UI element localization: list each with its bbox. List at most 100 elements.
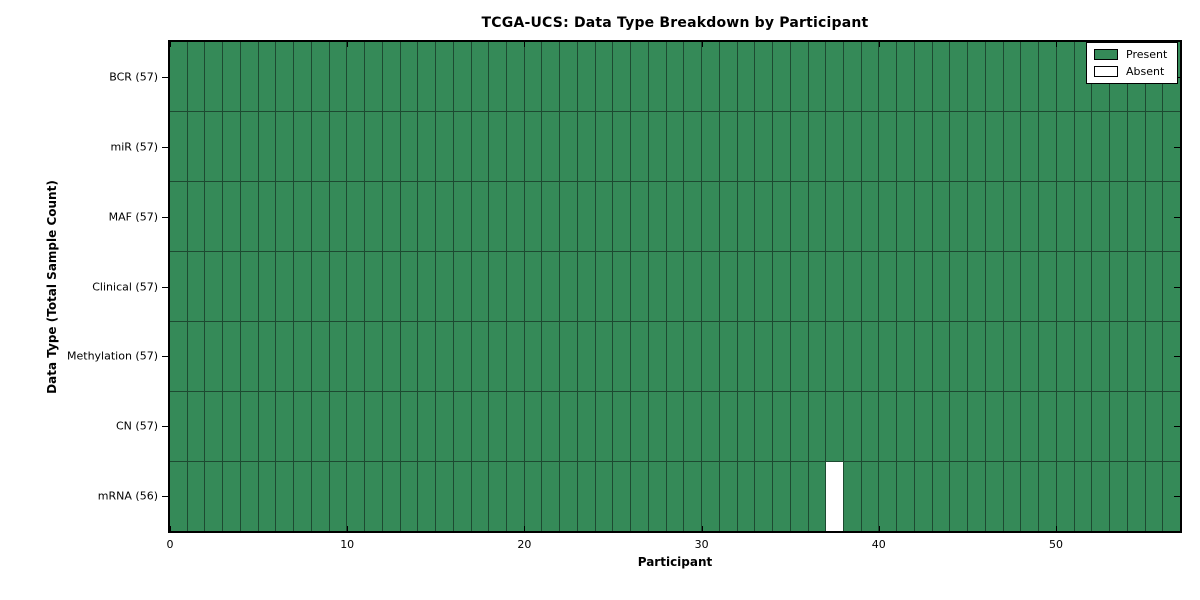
cell-present (223, 392, 240, 461)
y-tick-mark (162, 496, 168, 498)
cell-present (790, 182, 808, 251)
cell-present (613, 252, 631, 321)
cell-present (595, 392, 613, 461)
cell-present (613, 392, 631, 461)
x-tick-mark (170, 42, 171, 47)
cell-present (666, 392, 684, 461)
cell-present (1039, 182, 1056, 251)
cell-present (489, 42, 506, 111)
cell-present (790, 112, 808, 181)
cell-present (170, 42, 187, 111)
cell-present (170, 252, 187, 321)
cell-present (985, 182, 1003, 251)
x-tick-mark (878, 526, 880, 531)
cell-present (1003, 462, 1021, 531)
cell-present (577, 182, 595, 251)
cell-present (631, 392, 648, 461)
y-tick-label: miR (57) (110, 140, 159, 154)
cell-present (365, 392, 382, 461)
cell-present (773, 112, 790, 181)
cell-present (294, 392, 311, 461)
cell-present (240, 112, 258, 181)
cell-present (240, 252, 258, 321)
cell-present (968, 182, 985, 251)
cell-present (347, 252, 365, 321)
cell-present (773, 392, 790, 461)
cell-present (418, 42, 436, 111)
cell-present (648, 392, 666, 461)
cell-present (205, 112, 223, 181)
cell-present (489, 112, 506, 181)
cell-present (666, 252, 684, 321)
cell-present (914, 42, 932, 111)
cell-present (861, 392, 879, 461)
y-tick-label: mRNA (56) (97, 489, 158, 503)
cell-present (1092, 462, 1110, 531)
cell-present (329, 322, 347, 391)
cell-present (985, 462, 1003, 531)
cell-present (418, 322, 436, 391)
cell-present (294, 322, 311, 391)
cell-present (329, 462, 347, 531)
cell-present (950, 322, 968, 391)
y-tick-mark (1174, 496, 1180, 498)
cell-present (365, 252, 382, 321)
cell-present (1003, 252, 1021, 321)
cell-present (595, 322, 613, 391)
cell-present (258, 252, 276, 321)
cell-present (542, 182, 560, 251)
cell-present (613, 182, 631, 251)
cell-present (365, 182, 382, 251)
cell-present (240, 182, 258, 251)
cell-present (294, 252, 311, 321)
cell-present (808, 392, 826, 461)
cell-present (294, 462, 311, 531)
cell-present (276, 462, 294, 531)
x-tick-mark (524, 42, 526, 47)
cell-present (1039, 322, 1056, 391)
cell-present (879, 42, 897, 111)
cell-present (365, 112, 382, 181)
cell-present (826, 182, 843, 251)
cell-present (187, 182, 205, 251)
legend-swatch-absent (1094, 66, 1118, 77)
cell-present (489, 322, 506, 391)
cell-present (560, 462, 577, 531)
cell-present (861, 112, 879, 181)
cell-present (1092, 392, 1110, 461)
cell-present (826, 252, 843, 321)
cell-present (170, 322, 187, 391)
cell-present (311, 322, 329, 391)
cell-present (1003, 322, 1021, 391)
legend-item-absent: Absent (1094, 65, 1167, 78)
cell-present (684, 42, 702, 111)
cell-present (861, 322, 879, 391)
cell-present (506, 392, 524, 461)
cell-present (436, 182, 453, 251)
cell-present (347, 322, 365, 391)
cell-present (755, 112, 773, 181)
cell-present (631, 42, 648, 111)
cell-present (258, 182, 276, 251)
x-tick-label: 0 (166, 538, 174, 551)
x-tick-mark (701, 526, 703, 531)
cell-present (276, 252, 294, 321)
cell-present (914, 322, 932, 391)
cell-present (276, 322, 294, 391)
cell-present (1074, 322, 1092, 391)
cell-present (861, 252, 879, 321)
cell-present (1110, 252, 1127, 321)
cell-present (311, 392, 329, 461)
cell-present (1163, 112, 1180, 181)
cell-present (1021, 42, 1039, 111)
cell-present (489, 392, 506, 461)
cell-present (382, 462, 400, 531)
cell-present (932, 182, 950, 251)
cell-present (773, 322, 790, 391)
cell-present (418, 182, 436, 251)
cell-present (347, 42, 365, 111)
cell-present (808, 462, 826, 531)
cell-present (1056, 392, 1074, 461)
cell-present (400, 112, 418, 181)
cell-present (1127, 462, 1145, 531)
